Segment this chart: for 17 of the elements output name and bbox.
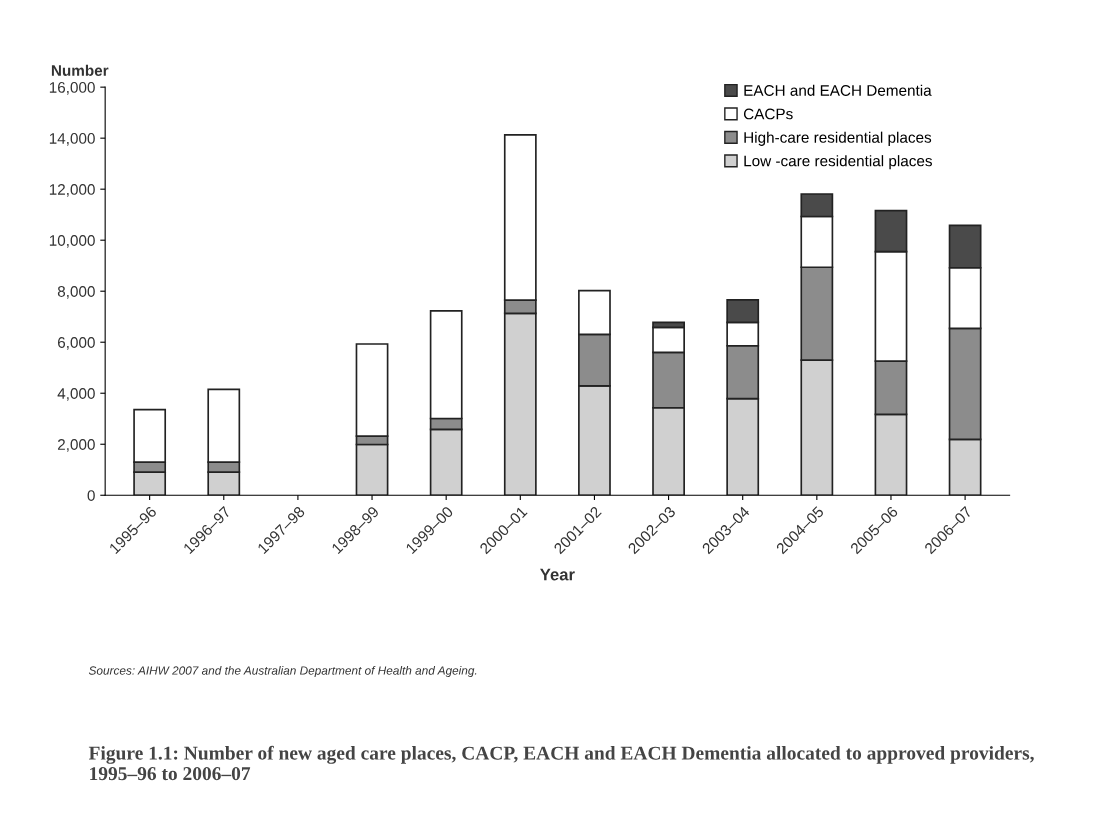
y-tick-label: 8,000 bbox=[57, 286, 95, 299]
legend-label: EACH and EACH Dementia bbox=[744, 84, 932, 96]
y-tick-label: 12,000 bbox=[49, 184, 95, 197]
y-tick-label: 0 bbox=[87, 490, 95, 501]
y-tick-label: 14,000 bbox=[49, 133, 95, 146]
text: Figure 1.1: Number of new aged care places, CACP, EACH and EACH Dementia allocated to approved providers, 1995–96 to 2006–07 bbox=[88, 745, 1034, 781]
y-tick-label: 2,000 bbox=[57, 439, 95, 452]
y-tick-label: 4,000 bbox=[57, 388, 95, 401]
legend-label: CACPs bbox=[743, 108, 793, 120]
y-tick-label: 10,000 bbox=[49, 235, 95, 248]
legend-label: Low -care residential places bbox=[744, 155, 932, 170]
y-tick-label: 6,000 bbox=[57, 337, 95, 350]
y-tick-label: 16,000 bbox=[49, 82, 95, 95]
source-note: Sources: AIHW 2007 and the Australian Department of Health and Ageing. bbox=[88, 666, 477, 678]
legend-label: High-care residential places bbox=[744, 131, 932, 146]
x-axis-title: Year bbox=[540, 568, 575, 581]
y-axis-title: Number bbox=[51, 64, 109, 76]
